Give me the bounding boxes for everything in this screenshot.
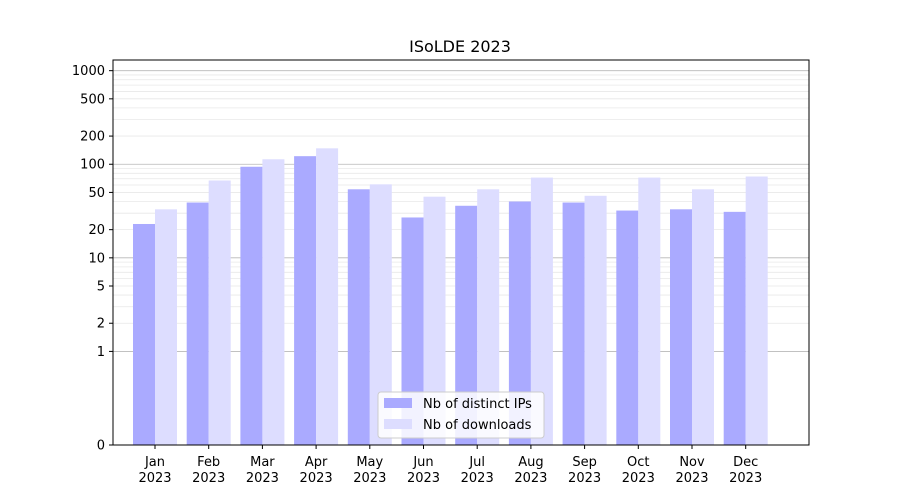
bar-downloads	[638, 177, 661, 446]
x-tick-label: Oct 2023	[622, 455, 655, 486]
bars-layer	[133, 148, 768, 446]
bar-distinct-ips	[670, 209, 692, 445]
y-tick-label: 5	[97, 280, 105, 295]
bar-downloads	[208, 180, 231, 446]
bar-downloads	[530, 177, 553, 446]
legend-label: Nb of downloads	[423, 418, 532, 433]
y-axis: 0 1 2 5 10 20 50 100 200 500 1000	[72, 64, 113, 454]
legend-swatch	[384, 398, 412, 408]
bar-distinct-ips	[186, 202, 209, 445]
x-tick-label: Feb 2023	[192, 455, 225, 486]
x-axis: Jan 2023 Feb 2023 Mar 2023 Apr 2023 May 2023 Jun 20…	[138, 445, 762, 486]
x-tick-label: Aug 2023	[514, 455, 547, 486]
bar-distinct-ips	[616, 210, 639, 445]
x-tick-label: Jun 2023	[407, 455, 440, 486]
x-tick-label: Nov 2023	[675, 455, 708, 486]
bar-downloads	[692, 189, 714, 445]
legend: Nb of distinct IPs Nb of downloads	[377, 391, 545, 439]
legend-frame	[377, 391, 545, 439]
y-tick-label: 2	[97, 317, 105, 332]
bar-distinct-ips	[401, 217, 424, 445]
bar-distinct-ips	[240, 166, 263, 446]
bar-downloads	[745, 176, 768, 446]
y-tick-label: 20	[88, 223, 105, 238]
x-tick-label: Jul 2023	[461, 455, 494, 486]
x-tick-label: Jan 2023	[138, 455, 171, 486]
y-tick-label: 200	[80, 130, 105, 145]
y-tick-label: 1000	[72, 64, 105, 79]
x-tick-label: Apr 2023	[300, 455, 333, 486]
bar-downloads	[316, 148, 339, 446]
bar-distinct-ips	[562, 202, 585, 445]
plot-frame	[112, 59, 810, 446]
chart-title: ISoLDE 2023	[409, 37, 511, 56]
x-tick-label: Dec 2023	[729, 455, 762, 486]
bar-distinct-ips	[508, 201, 531, 445]
legend-swatch	[384, 419, 412, 429]
bar-distinct-ips	[723, 211, 746, 445]
bar-downloads	[369, 184, 392, 445]
bar-downloads	[423, 196, 446, 445]
bar-distinct-ips	[133, 223, 155, 445]
bar-downloads	[155, 209, 177, 445]
x-tick-label: Mar 2023	[246, 455, 279, 486]
y-tick-label: 500	[80, 92, 105, 107]
bar-downloads	[477, 189, 500, 445]
bar-distinct-ips	[347, 189, 370, 445]
bar-distinct-ips	[455, 205, 478, 445]
bar-downloads	[262, 159, 285, 446]
y-tick-label: 1	[97, 345, 105, 360]
y-tick-label: 50	[88, 186, 105, 201]
bar-downloads	[584, 195, 607, 445]
y-tick-label: 100	[80, 158, 105, 173]
bar-distinct-ips	[294, 156, 317, 445]
y-tick-label: 0	[97, 439, 105, 454]
x-tick-label: May 2023	[353, 455, 386, 486]
legend-label: Nb of distinct IPs	[423, 397, 532, 412]
y-tick-label: 10	[88, 251, 105, 266]
x-tick-label: Sep 2023	[568, 455, 601, 486]
